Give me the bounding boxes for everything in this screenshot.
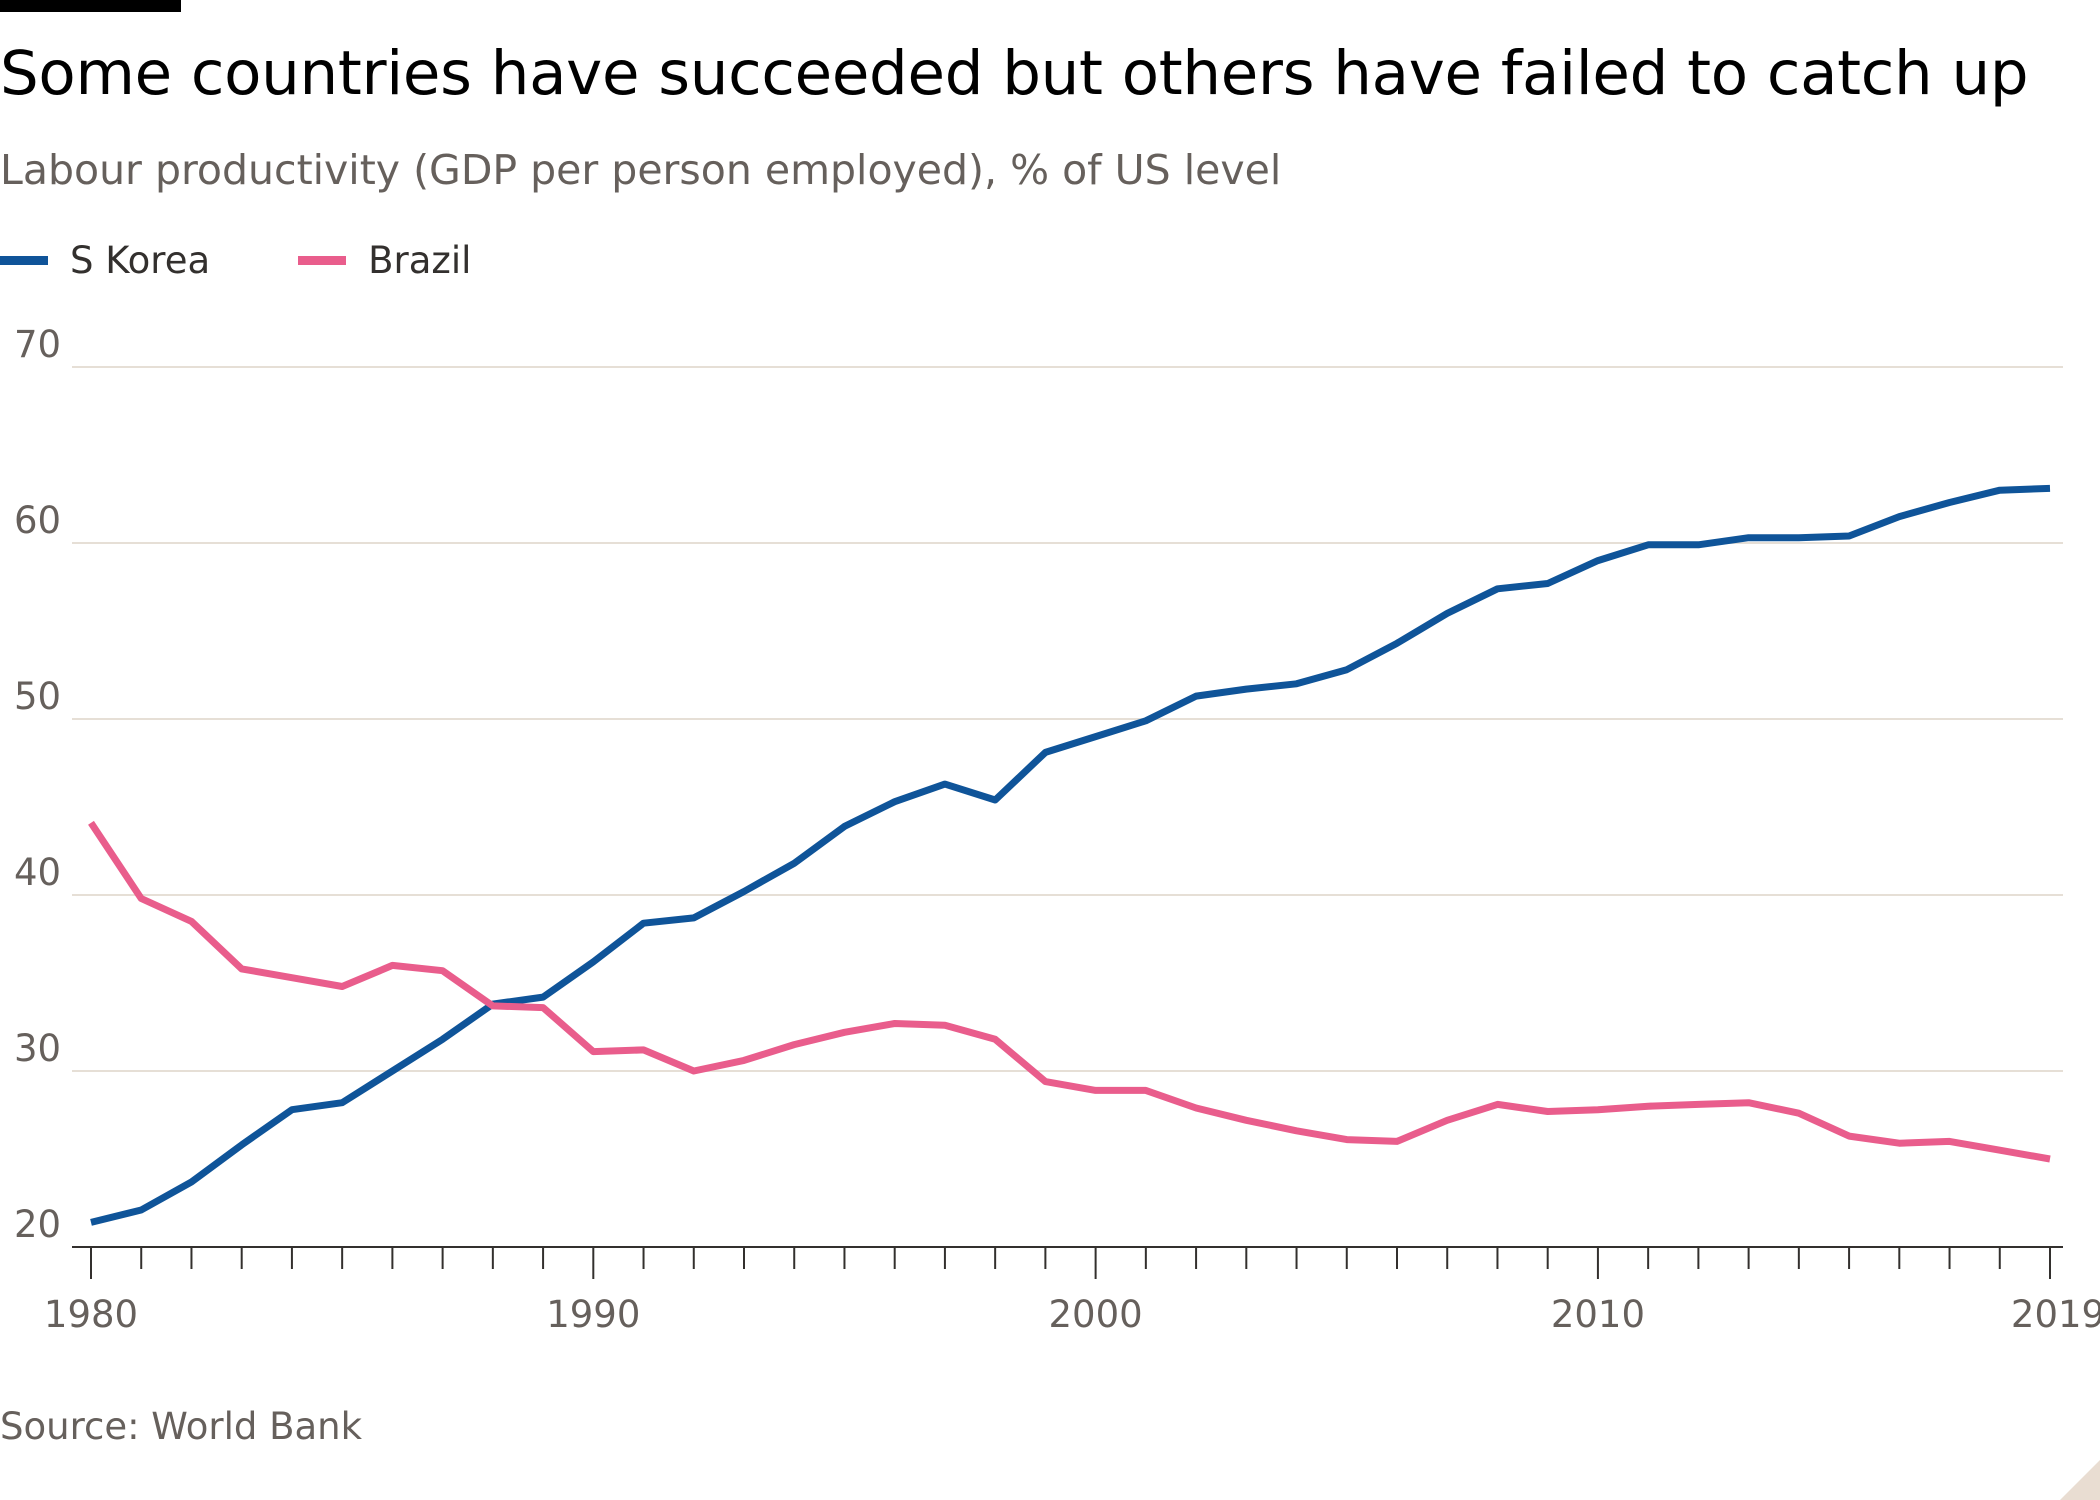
line-chart: 20 30 40 50 60 70 1980 1990 2000 2010 2019	[14, 323, 2100, 1336]
legend-swatch-s-korea	[0, 255, 48, 265]
legend: S Korea Brazil	[0, 238, 559, 282]
legend-label-s-korea: S Korea	[70, 238, 211, 282]
x-tick-label-2000: 2000	[1049, 1293, 1143, 1336]
legend-swatch-brazil	[298, 255, 347, 265]
x-tick-label-2010: 2010	[1551, 1293, 1645, 1336]
y-tick-label-50: 50	[14, 675, 61, 718]
y-tick-label-60: 60	[14, 499, 61, 542]
x-tick-label-2019: 2019	[2011, 1293, 2100, 1336]
brand-bar	[0, 0, 181, 12]
chart-subtitle: Labour productivity (GDP per person empl…	[0, 146, 1282, 194]
y-tick-label-70: 70	[14, 323, 61, 366]
series-line-s-korea	[90, 484, 2051, 1226]
x-tick-label-1980: 1980	[44, 1293, 138, 1336]
legend-item-brazil: Brazil	[298, 239, 471, 282]
y-tick-label-30: 30	[14, 1027, 61, 1070]
legend-item-s-korea: S Korea	[0, 239, 210, 282]
x-tick-label-1990: 1990	[546, 1293, 640, 1336]
y-tick-label-40: 40	[14, 851, 61, 894]
source-note: Source: World Bank	[0, 1405, 363, 1448]
chart-title: Some countries have succeeded but others…	[0, 38, 2029, 109]
y-tick-label-20: 20	[14, 1203, 61, 1246]
series-line-brazil	[88, 820, 2051, 1163]
legend-label-brazil: Brazil	[368, 238, 472, 282]
corner-fold	[2060, 1460, 2100, 1500]
